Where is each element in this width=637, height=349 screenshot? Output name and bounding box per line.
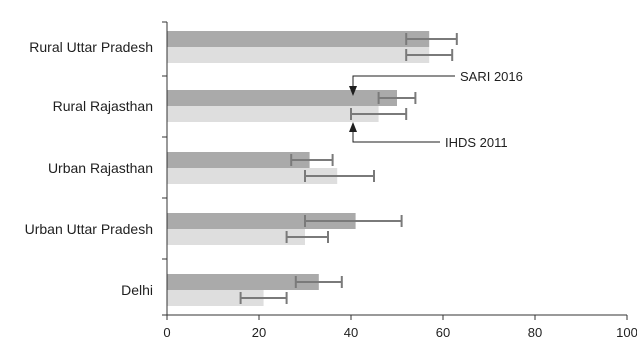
bar-ihds-2011-urban-rajasthan: [167, 168, 338, 184]
annotation-label-sari-2016: SARI 2016: [460, 69, 523, 84]
category-label-urban-rajasthan: Urban Rajasthan: [48, 160, 153, 176]
x-tick-label-0: 0: [163, 325, 170, 340]
category-label-delhi: Delhi: [121, 282, 153, 298]
bar-ihds-2011-rural-rajasthan: [167, 106, 379, 122]
category-label-urban-uttar-pradesh: Urban Uttar Pradesh: [25, 221, 153, 237]
annotation-leader-sari-2016: [352, 75, 455, 88]
bar-sari-2016-urban-uttar-pradesh: [167, 213, 356, 229]
annotation-arrowhead-sari-2016: [349, 86, 357, 96]
bar-ihds-2011-rural-uttar-pradesh: [167, 47, 430, 63]
x-tick-label-80: 80: [528, 325, 542, 340]
x-tick-label-60: 60: [436, 325, 450, 340]
annotation-leader-ihds-2011: [352, 129, 440, 143]
category-label-rural-uttar-pradesh: Rural Uttar Pradesh: [29, 39, 153, 55]
category-label-rural-rajasthan: Rural Rajasthan: [53, 98, 153, 114]
bar-sari-2016-urban-rajasthan: [167, 152, 310, 168]
bar-ihds-2011-delhi: [167, 290, 264, 306]
annotation-arrowhead-ihds-2011: [349, 122, 357, 132]
bar-sari-2016-rural-uttar-pradesh: [167, 31, 430, 47]
x-tick-label-20: 20: [252, 325, 266, 340]
bar-ihds-2011-urban-uttar-pradesh: [167, 229, 305, 245]
bar-sari-2016-rural-rajasthan: [167, 90, 397, 106]
annotation-label-ihds-2011: IHDS 2011: [445, 135, 508, 150]
x-tick-label-40: 40: [344, 325, 358, 340]
x-tick-label-100: 100: [616, 325, 637, 340]
bar-sari-2016-delhi: [167, 274, 319, 290]
